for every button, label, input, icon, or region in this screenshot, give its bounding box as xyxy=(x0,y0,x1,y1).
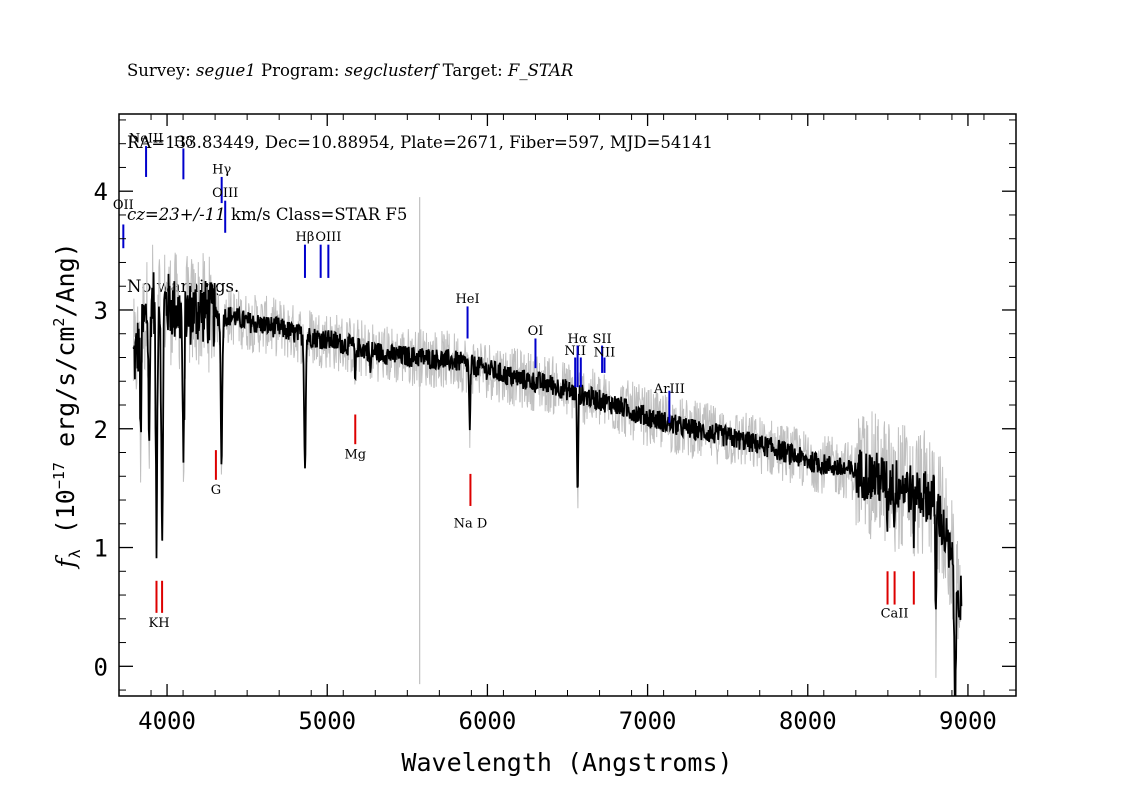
y-tick-label: 2 xyxy=(94,416,108,444)
y-label-open: (10 xyxy=(51,489,80,549)
y-tick-label: 4 xyxy=(94,178,108,206)
emission-line-label: SII xyxy=(593,332,612,347)
y-tick-label: 1 xyxy=(94,535,108,563)
absorption-line-label: KH xyxy=(149,616,170,631)
y-label-sub: λ xyxy=(66,549,84,558)
y-label-exp1: −17 xyxy=(50,462,68,489)
flux-series xyxy=(132,272,963,696)
emission-line-label: Hγ xyxy=(212,162,231,177)
absorption-line-label: G xyxy=(211,483,221,498)
emission-line-label: NeIII xyxy=(129,132,163,147)
flux-trace xyxy=(132,272,963,696)
emission-line-label: ArIII xyxy=(653,382,685,397)
emission-line-label: Hβ xyxy=(296,230,315,245)
y-label-close: /Ang) xyxy=(51,242,80,317)
x-tick-label: 5000 xyxy=(298,707,356,735)
target-value: F_STAR xyxy=(507,61,574,80)
y-label-mid: erg/s/cm xyxy=(51,327,80,462)
absorption-line-label: CaII xyxy=(881,607,909,622)
program-value: segclusterf xyxy=(344,61,438,80)
emission-line-label: OII xyxy=(113,198,134,213)
target-label: Target: xyxy=(437,61,508,80)
survey-value: segue1 xyxy=(196,61,256,80)
emission-line-label: OIII xyxy=(212,186,238,201)
survey-label: Survey: xyxy=(127,61,197,80)
header-line-survey: Survey: segue1 Program: segclusterf Targ… xyxy=(127,59,713,83)
axes: 4000 5000 6000 7000 8000 9000 0 1 2 3 4 xyxy=(94,114,1017,735)
emission-line-label: HeI xyxy=(455,292,479,307)
x-axis-label: Wavelength (Angstroms) xyxy=(401,748,732,777)
y-tick-label: 3 xyxy=(94,297,108,325)
emission-line-label: OI xyxy=(528,324,544,339)
x-tick-label: 9000 xyxy=(939,707,997,735)
emission-line-label: OIII xyxy=(315,230,341,245)
x-tick-label: 8000 xyxy=(779,707,837,735)
header-line-redshift: cz=23+/-11 km/s Class=STAR F5 xyxy=(127,203,713,227)
redshift-value: cz=23+/-11 xyxy=(127,205,226,224)
y-tick-label: 0 xyxy=(94,653,108,681)
x-tick-label: 4000 xyxy=(138,707,196,735)
y-axis-label: fλ (10−17 erg/s/cm2/Ang) xyxy=(50,242,84,569)
emission-line-label: Hδ xyxy=(174,135,193,150)
spectrum-header: Survey: segue1 Program: segclusterf Targ… xyxy=(127,11,713,323)
absorption-line-label: Na D xyxy=(454,516,488,531)
emission-line-label: NII xyxy=(564,344,586,359)
class-text: km/s Class=STAR F5 xyxy=(225,205,408,224)
y-label-exp2: 2 xyxy=(50,318,68,327)
emission-line-label: Hα xyxy=(568,332,588,347)
emission-line-label: NII xyxy=(594,345,616,360)
header-line-coordinates: RA=133.83449, Dec=10.88954, Plate=2671, … xyxy=(127,133,713,152)
program-label: Program: xyxy=(255,61,345,80)
absorption-line-label: Mg xyxy=(344,447,366,462)
x-tick-label: 7000 xyxy=(619,707,677,735)
x-tick-label: 6000 xyxy=(459,707,517,735)
y-label-f: f xyxy=(51,555,80,570)
